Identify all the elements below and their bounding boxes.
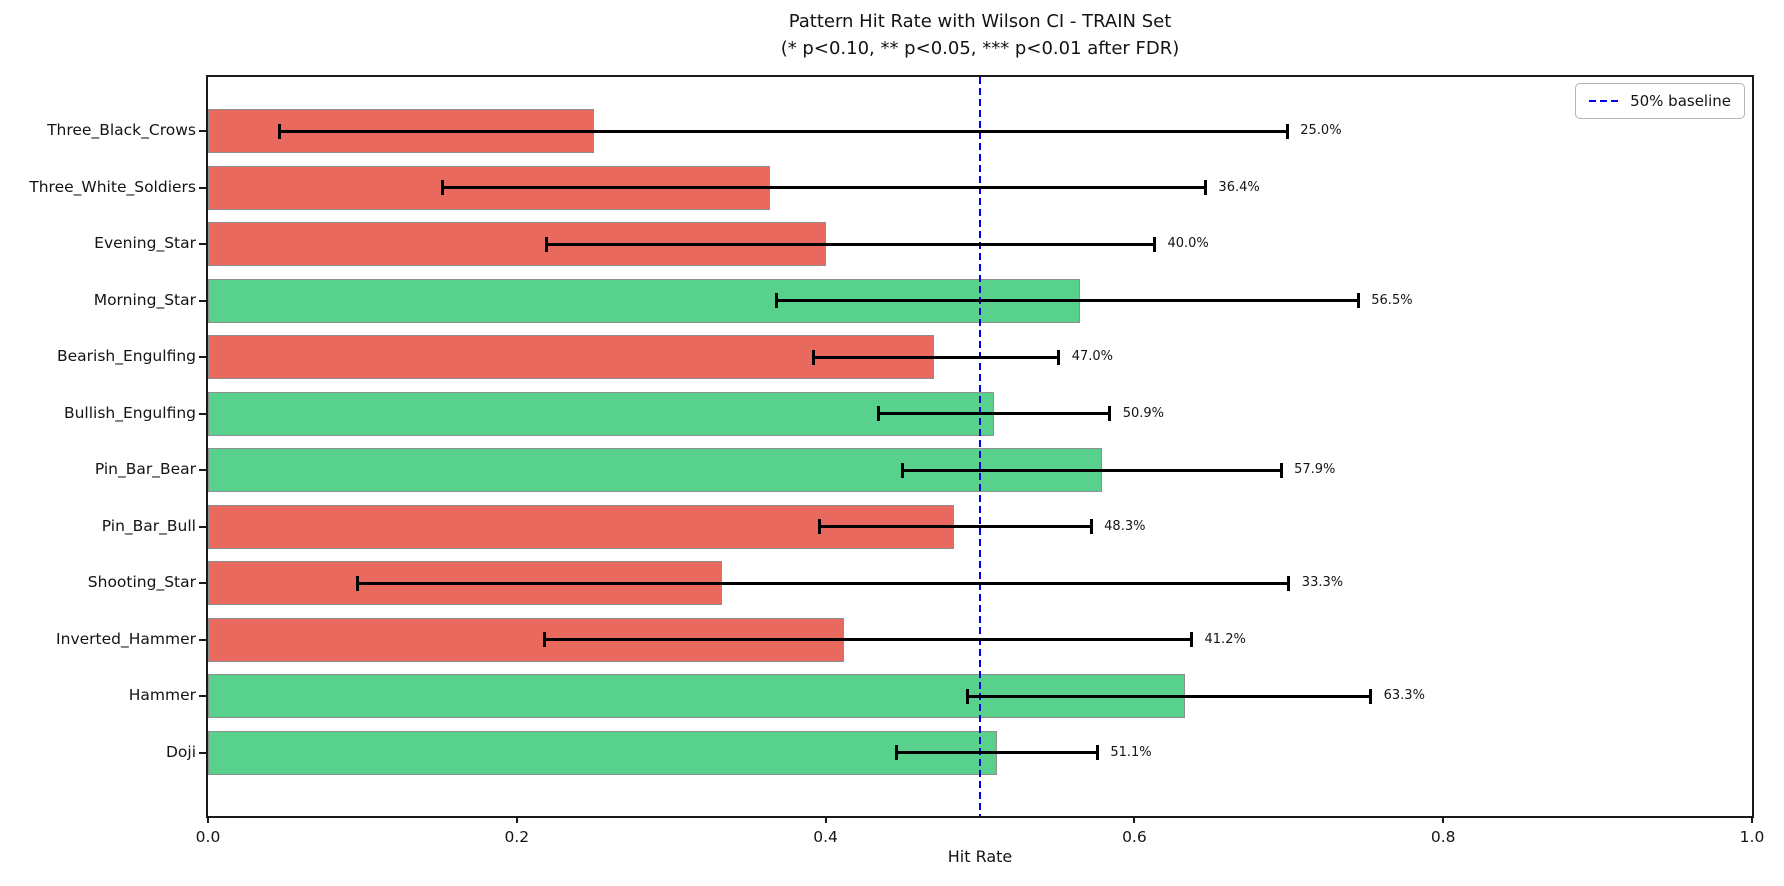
x-axis-label: Hit Rate — [947, 847, 1013, 866]
ytick-label-inverted_hammer: Inverted_Hammer — [56, 629, 196, 648]
error-bar-cap-low — [895, 745, 899, 760]
ytick-label-bullish_engulfing: Bullish_Engulfing — [63, 403, 196, 422]
ytick-label-doji: Doji — [165, 742, 196, 761]
chart-title: Pattern Hit Rate with Wilson CI - TRAIN … — [788, 11, 1172, 32]
error-bar-line — [813, 355, 1059, 359]
ytick-label-hammer: Hammer — [128, 686, 196, 704]
error-bar-line — [279, 129, 1288, 133]
value-label: 63.3% — [1383, 688, 1425, 703]
error-bar-cap-high — [1089, 519, 1093, 534]
value-label: 50.9% — [1122, 405, 1164, 421]
error-bar-cap-low — [441, 180, 445, 195]
ytick-mark — [199, 130, 206, 132]
error-bar-cap-high — [1108, 406, 1112, 421]
error-bar-line — [544, 638, 1192, 641]
ytick-label-evening_star: Evening_Star — [94, 234, 196, 252]
legend-label: 50% baseline — [1630, 92, 1731, 110]
ytick-label-pin_bar_bull: Pin_Bar_Bull — [101, 516, 196, 535]
bar-inverted_hammer — [208, 617, 845, 662]
error-bar-cap-high — [1356, 293, 1360, 308]
ytick-label-three_black_crows: Three_Black_Crows — [47, 121, 196, 139]
error-bar-line — [442, 186, 1206, 189]
error-bar-cap-high — [1369, 688, 1373, 704]
plot-area: 50% baseline Three_Black_Crows Three_Whit… — [29, 75, 1764, 846]
error-bar-cap-low — [966, 688, 970, 704]
error-bar-cap-low — [811, 349, 815, 365]
value-label: 25.0% — [1300, 123, 1342, 138]
value-label: 51.1% — [1110, 744, 1152, 760]
xtick-label: 0.4 — [813, 828, 838, 846]
baseline-legend-swatch — [1589, 100, 1620, 102]
value-label: 40.0% — [1167, 236, 1209, 251]
error-bar-cap-low — [544, 236, 548, 252]
ytick-label-morning_star: Morning_Star — [93, 290, 196, 309]
error-bar-cap-high — [1095, 745, 1099, 760]
ytick-label-bearish_engulfing: Bearish_Engulfing — [56, 347, 196, 365]
ytick-mark — [199, 695, 206, 697]
value-label: 41.2% — [1204, 631, 1246, 647]
error-bar-cap-high — [1279, 462, 1283, 478]
error-bar-line — [902, 468, 1282, 472]
chart-subtitle: (* p<0.10, ** p<0.05, *** p<0.01 after F… — [780, 38, 1180, 59]
value-label: 48.3% — [1104, 518, 1146, 534]
error-bar-line — [878, 412, 1110, 415]
error-bar-cap-low — [876, 406, 880, 421]
error-bar-cap-low — [817, 519, 821, 534]
ytick-mark — [199, 638, 206, 641]
error-bar-cap-low — [277, 123, 281, 139]
bar-bullish_engulfing — [208, 391, 994, 436]
error-bar-cap-high — [1152, 236, 1156, 252]
error-bar-cap-high — [1190, 632, 1194, 647]
xtick-mark — [1442, 816, 1445, 823]
title-block: Pattern Hit Rate with Wilson CI - TRAIN … — [206, 8, 1754, 62]
ytick-mark — [199, 243, 206, 245]
xtick-mark — [515, 816, 518, 823]
error-bar-cap-high — [1203, 180, 1207, 195]
error-bar-line — [357, 581, 1289, 585]
error-bar-cap-low — [901, 462, 905, 478]
xtick-label: 0.2 — [504, 828, 530, 846]
error-bar-line — [776, 299, 1359, 302]
ytick-label-shooting_star: Shooting_Star — [87, 573, 196, 591]
error-bar-cap-low — [356, 575, 360, 591]
xtick-mark — [207, 816, 209, 823]
xtick-mark — [1133, 816, 1136, 823]
ytick-mark — [199, 356, 206, 358]
error-bar-line — [967, 694, 1371, 698]
error-bar-cap-high — [1285, 123, 1289, 139]
ytick-mark — [199, 751, 206, 754]
value-label: 56.5% — [1371, 292, 1413, 308]
xtick-mark — [824, 816, 827, 823]
ytick-mark — [199, 525, 206, 528]
ytick-mark — [199, 186, 206, 189]
xtick-label: 0.8 — [1430, 828, 1456, 846]
error-bar-cap-low — [774, 293, 778, 308]
ytick-label-pin_bar_bear: Pin_Bar_Bear — [94, 460, 196, 478]
ytick-mark — [199, 412, 206, 415]
ytick-mark — [199, 299, 206, 302]
xtick-label: 0.6 — [1122, 828, 1147, 846]
value-label: 33.3% — [1301, 575, 1344, 590]
xtick-label: 1.0 — [1739, 828, 1765, 846]
legend: 50% baseline — [1575, 83, 1745, 119]
value-label: 47.0% — [1071, 349, 1114, 364]
value-label: 36.4% — [1218, 179, 1260, 195]
ytick-label-three_white_soldiers: Three_White_Soldiers — [29, 177, 196, 196]
value-label: 57.9% — [1294, 462, 1336, 477]
error-bar-line — [819, 525, 1092, 528]
error-bar-cap-low — [543, 632, 547, 647]
baseline-line — [979, 77, 981, 816]
error-bar-line — [546, 242, 1155, 246]
error-bar-cap-high — [1057, 349, 1061, 365]
xtick-mark — [1751, 816, 1753, 823]
error-bar-cap-high — [1287, 575, 1291, 591]
bar-doji — [208, 730, 997, 775]
ytick-mark — [199, 469, 206, 471]
xtick-label: 0.0 — [195, 828, 221, 846]
error-bar-line — [896, 751, 1098, 754]
ytick-mark — [199, 582, 206, 584]
